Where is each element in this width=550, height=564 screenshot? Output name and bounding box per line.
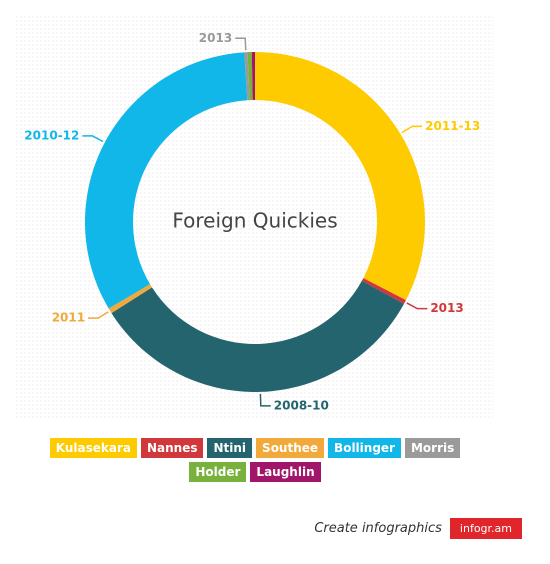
slice <box>361 278 406 304</box>
slice-label: 2008-10 <box>274 398 329 412</box>
legend-item[interactable]: Laughlin <box>250 462 321 482</box>
slice-label: 2013 <box>430 301 463 315</box>
legend-item[interactable]: Southee <box>256 438 325 458</box>
legend-item[interactable]: Bollinger <box>328 438 401 458</box>
slice-label: 2011-13 <box>425 119 480 133</box>
leader-line <box>401 125 423 134</box>
leader-line <box>88 311 109 319</box>
slice <box>251 52 255 101</box>
legend-item[interactable]: Holder <box>189 462 247 482</box>
chart-title: Foreign Quickies <box>172 209 337 233</box>
slice <box>108 284 152 314</box>
legend-item[interactable]: Kulasekara <box>49 438 137 458</box>
slice <box>85 52 248 309</box>
chart: Foreign Quickies 2011-13 2013 2008-10 2011 2… <box>15 15 493 420</box>
slice <box>247 52 253 101</box>
legend-item[interactable]: Morris <box>404 438 461 458</box>
slice-label: 2013 <box>199 31 232 45</box>
legend-item[interactable]: Nannes <box>140 438 204 458</box>
footer: Create infographics infogr.am <box>314 518 522 539</box>
leader-line <box>406 302 428 310</box>
leader-line <box>235 37 247 51</box>
slice <box>255 52 425 301</box>
leader-line <box>259 393 271 407</box>
slice <box>244 52 250 101</box>
leader-line <box>82 135 104 143</box>
footer-text: Create infographics <box>314 521 442 536</box>
slice <box>111 280 404 392</box>
legend-item[interactable]: Ntini <box>207 438 253 458</box>
brand-badge[interactable]: infogr.am <box>449 518 522 539</box>
slice-label: 2011 <box>52 311 85 325</box>
legend: Kulasekara Nannes Ntini Southee Bollinger Mor… <box>40 438 470 482</box>
slice-label: 2010-12 <box>24 128 79 142</box>
